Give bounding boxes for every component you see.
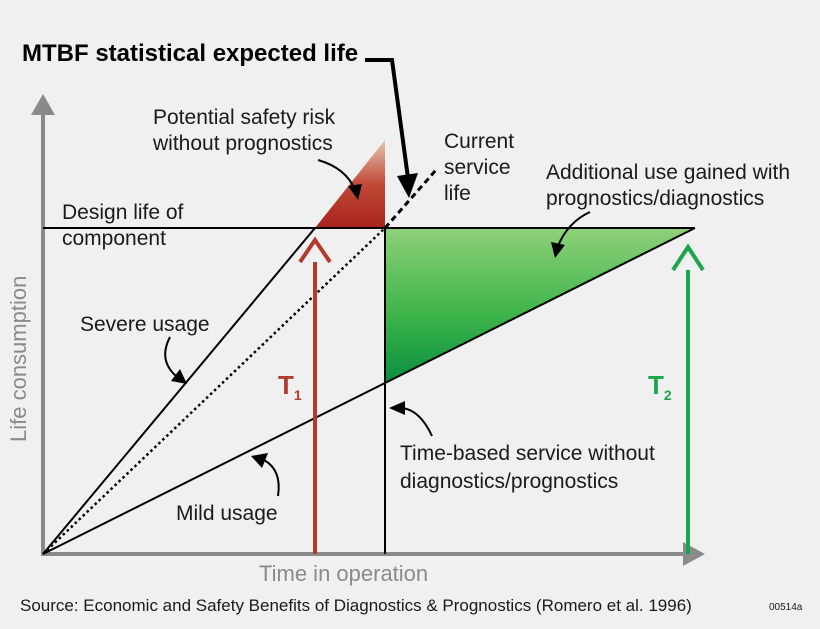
t2-arrowhead <box>671 243 705 272</box>
design-life-label-line1: Design life of <box>62 201 184 224</box>
current-service-label-line2: service <box>444 156 511 179</box>
severe-usage-label: Severe usage <box>80 313 210 336</box>
severe-usage-callout-arrow <box>164 336 177 377</box>
safety-risk-label-line2: without prognostics <box>153 132 333 155</box>
t1-arrowhead <box>298 236 332 264</box>
t2-subscript: 2 <box>663 387 672 403</box>
additional-use-callout-arrow <box>557 211 591 247</box>
y-axis-label: Life consumption <box>6 275 31 442</box>
y-axis-arrowhead <box>31 94 55 115</box>
design-life-label-line2: component <box>62 227 166 250</box>
severe-usage-line <box>42 227 316 555</box>
additional-use-label-line1: Additional use gained with <box>546 161 791 184</box>
t1-letter: T <box>278 370 294 400</box>
diagram-title: MTBF statistical expected life <box>22 40 359 67</box>
current-service-label-line3: life <box>444 182 471 205</box>
safety-risk-callout-arrowhead <box>348 184 362 200</box>
t1-subscript: 1 <box>293 387 302 403</box>
time-based-label-line2: diagnostics/prognostics <box>400 470 619 493</box>
additional-use-label-line2: prognostics/diagnostics <box>546 187 765 210</box>
mild-usage-callout-arrow <box>263 459 280 497</box>
mtbf-pointer-arrowhead <box>397 173 418 198</box>
current-service-dashed-extension <box>383 169 438 229</box>
additional-use-callout-arrowhead <box>551 242 565 258</box>
t2-letter: T <box>648 370 664 400</box>
figure-code: 00514a <box>769 602 803 613</box>
time-based-callout-arrowhead <box>389 401 405 415</box>
mtbf-pointer-arrow <box>365 58 410 179</box>
severe-usage-callout-arrowhead <box>171 369 187 384</box>
t2-label: T2 <box>648 370 672 403</box>
source-citation: Source: Economic and Safety Benefits of … <box>20 596 692 615</box>
x-axis-label: Time in operation <box>259 561 429 586</box>
mtbf-dotted-line <box>42 227 386 555</box>
time-based-label-line1: Time-based service without <box>400 442 655 465</box>
mild-usage-callout-arrowhead <box>251 453 268 468</box>
current-service-label-line1: Current <box>444 130 515 153</box>
mild-usage-label: Mild usage <box>176 502 278 525</box>
safety-risk-label-line1: Potential safety risk <box>153 106 336 129</box>
mild-usage-line <box>42 227 696 555</box>
time-based-callout-arrow <box>401 407 433 437</box>
t1-label: T1 <box>278 370 302 403</box>
safety-risk-triangle <box>315 140 385 228</box>
